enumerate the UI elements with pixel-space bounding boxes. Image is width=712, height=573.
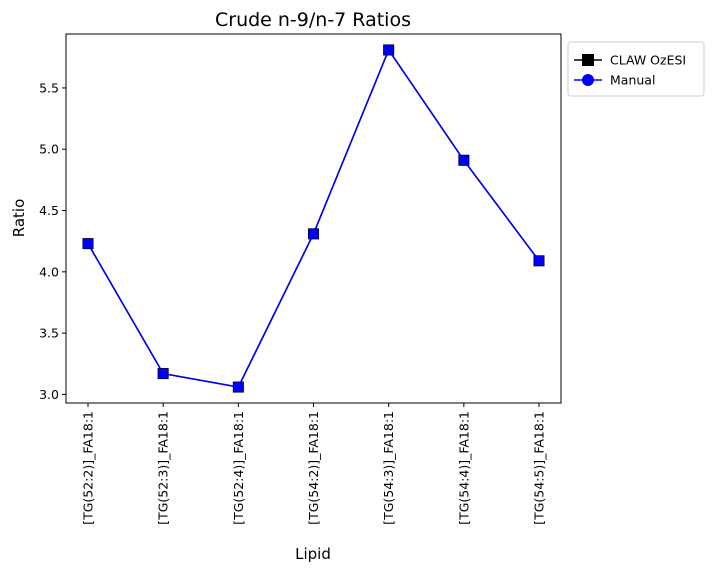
data-point-marker bbox=[233, 381, 244, 393]
data-point-marker bbox=[383, 44, 394, 56]
x-tick-label: [TG(52:4)]_FA18:1 bbox=[231, 411, 246, 525]
legend: CLAW OzESI Manual bbox=[567, 41, 705, 97]
y-axis-label: Ratio bbox=[10, 199, 28, 238]
y-axis: 3.0 3.5 4.0 4.5 5.0 5.5 bbox=[39, 80, 66, 402]
series-line-1 bbox=[87, 48, 540, 388]
plot-frame bbox=[65, 33, 562, 404]
data-point-marker bbox=[157, 368, 169, 379]
data-point-marker bbox=[458, 154, 470, 166]
x-tick-label: [TG(54:2)]_FA18:1 bbox=[306, 411, 321, 525]
x-tick-label: [TG(52:3)]_FA18:1 bbox=[156, 411, 171, 525]
y-tick-label: 4.0 bbox=[39, 264, 59, 279]
data-point-marker bbox=[82, 238, 94, 249]
legend-marker-square bbox=[582, 54, 594, 66]
x-tick-label: [TG(54:5)]_FA18:1 bbox=[532, 411, 547, 525]
y-tick-label: 5.0 bbox=[39, 142, 59, 157]
x-tick-label: [TG(52:2)]_FA18:1 bbox=[81, 411, 96, 525]
series-line-0 bbox=[87, 48, 540, 388]
data-point-marker bbox=[308, 228, 319, 240]
y-tick-label: 4.5 bbox=[39, 203, 59, 218]
plot-series bbox=[82, 44, 545, 393]
y-tick-label: 3.0 bbox=[39, 387, 59, 402]
x-tick-label: [TG(54:3)]_FA18:1 bbox=[381, 411, 396, 525]
x-axis-label: Lipid bbox=[295, 545, 331, 563]
x-tick-label: [TG(54:4)]_FA18:1 bbox=[456, 411, 471, 525]
y-tick-label: 5.5 bbox=[39, 80, 59, 95]
x-axis: [TG(52:2)]_FA18:1 [TG(52:3)]_FA18:1 [TG(52… bbox=[81, 403, 547, 525]
chart-title: Crude n-9/n-7 Ratios bbox=[215, 9, 411, 31]
legend-box bbox=[567, 41, 705, 97]
data-point-marker bbox=[533, 255, 545, 267]
legend-label: Manual bbox=[610, 73, 655, 88]
legend-marker-circle bbox=[582, 74, 594, 86]
legend-label: CLAW OzESI bbox=[610, 53, 686, 68]
y-tick-label: 3.5 bbox=[39, 326, 59, 341]
